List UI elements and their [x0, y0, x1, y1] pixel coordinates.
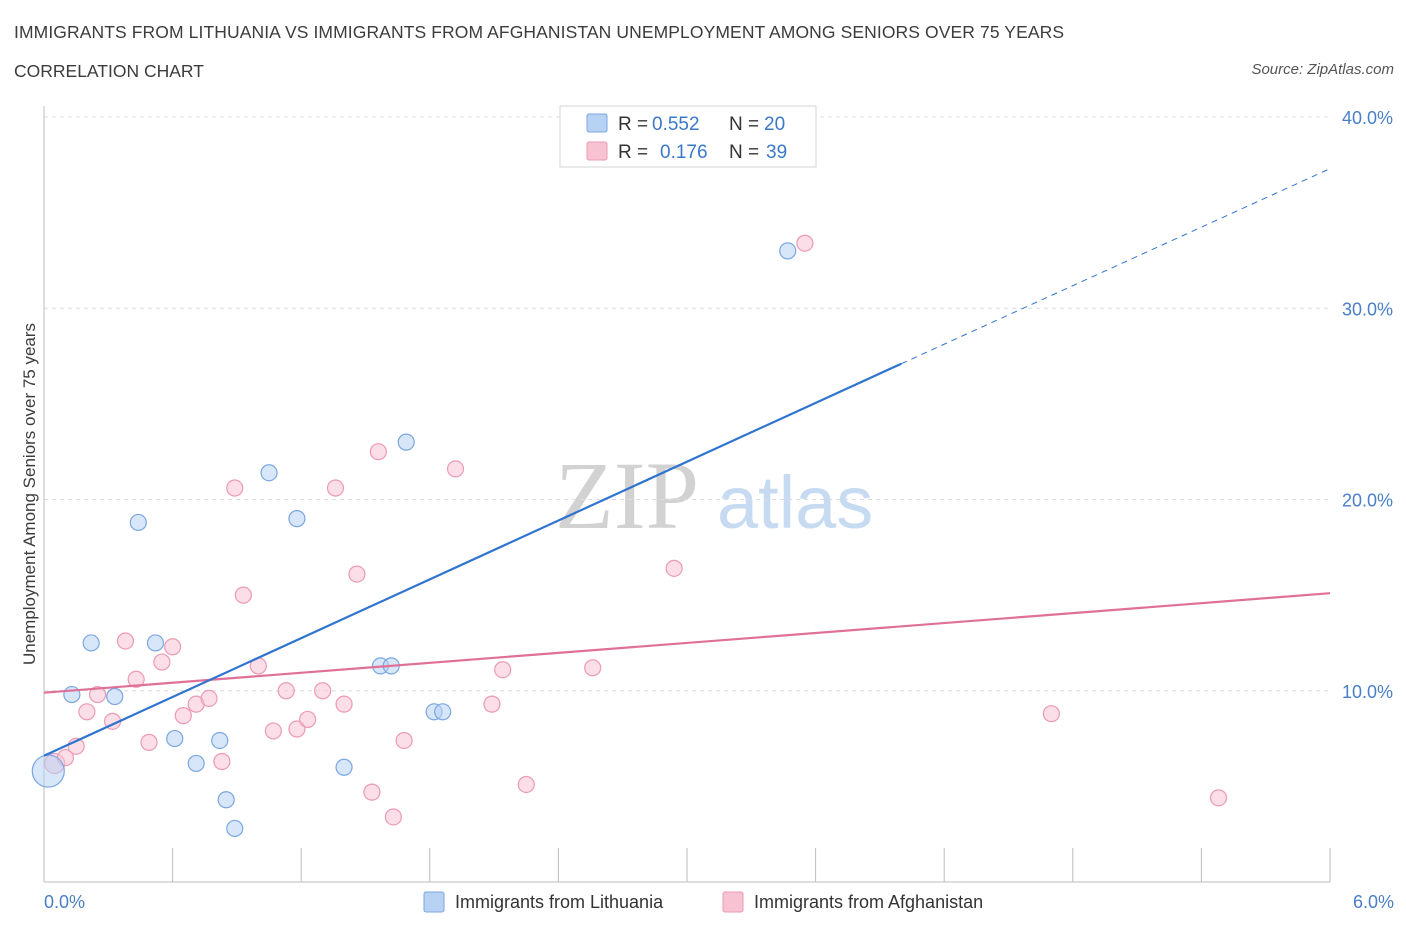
afghanistan-point-3: [78, 703, 96, 721]
legend-r-value-afghanistan: 0.176: [660, 142, 708, 163]
bottom-legend-label-lithuania: Immigrants from Lithuania: [455, 892, 664, 912]
afghanistan-point-16: [234, 586, 252, 604]
legend-n-value-afghanistan: 39: [766, 142, 787, 163]
afghanistan-point-7: [127, 670, 145, 688]
afghanistan-point-10: [164, 638, 182, 656]
afghanistan-point-11: [174, 707, 192, 725]
lithuania-point-6: [166, 729, 184, 748]
watermark: ZIP atlas: [555, 442, 873, 549]
legend-r-label-afghanistan: R =: [618, 142, 648, 163]
afghanistan-point-29: [395, 731, 413, 750]
gridlines: [44, 116, 1330, 692]
afghanistan-point-35: [665, 559, 683, 577]
legend-r-value-lithuania: 0.552: [652, 114, 700, 135]
legend-top: R = 0.552 N = 20 R = 0.176 N = 39: [559, 105, 817, 168]
afghanistan-point-6: [116, 632, 135, 650]
afghanistan-point-31: [483, 695, 501, 713]
lithuania-point-12: [288, 510, 306, 528]
y-tick-label-40: 40.0%: [1342, 108, 1393, 128]
lithuania-point-9: [217, 791, 235, 809]
afghanistan-point-37: [1042, 705, 1060, 723]
lithuania-points: [31, 242, 797, 838]
afghanistan-point-9: [153, 653, 171, 671]
y-tick-label-30: 30.0%: [1342, 299, 1393, 319]
lithuania-point-0: [31, 754, 65, 788]
lithuania-point-11: [260, 464, 278, 482]
trend-lines: [43, 168, 1331, 757]
lithuania-trend-line: [43, 362, 902, 757]
bottom-legend-swatch-lithuania: [423, 891, 445, 913]
afghanistan-point-4: [88, 685, 107, 704]
legend-swatch-lithuania: [586, 113, 608, 133]
lithuania-point-3: [106, 687, 124, 706]
legend-r-label-lithuania: R =: [618, 114, 648, 135]
x-tick-label-end: 6.0%: [1353, 892, 1394, 912]
legend-swatch-afghanistan: [586, 141, 608, 161]
afghanistan-point-33: [517, 775, 535, 794]
chart-subtitle: CORRELATION CHART: [14, 61, 204, 81]
y-tick-label-20: 20.0%: [1342, 491, 1393, 511]
afghanistan-point-34: [584, 659, 602, 677]
y-axis-label: Unemployment Among Seniors over 75 years: [20, 323, 39, 665]
afghanistan-point-8: [140, 733, 158, 751]
afghanistan-point-18: [264, 722, 282, 740]
bottom-legend-label-afghanistan: Immigrants from Afghanistan: [754, 892, 983, 912]
afghanistan-point-36: [796, 234, 814, 252]
afghanistan-point-28: [384, 808, 402, 826]
lithuania-point-10: [226, 819, 244, 838]
afghanistan-point-25: [348, 565, 366, 583]
legend-n-label-lithuania: N =: [729, 114, 759, 135]
afghanistan-point-26: [363, 783, 381, 801]
afghanistan-point-32: [494, 661, 512, 679]
legend-bottom: Immigrants from Lithuania Immigrants fro…: [423, 891, 983, 913]
lithuania-point-19: [779, 242, 797, 260]
watermark-atlas: atlas: [717, 461, 873, 544]
afghanistan-point-24: [335, 695, 353, 713]
afghanistan-point-30: [446, 460, 465, 478]
lithuania-trend-extension: [901, 168, 1331, 365]
lithuania-point-7: [187, 754, 205, 773]
afghanistan-points: [44, 234, 1228, 826]
lithuania-point-8: [211, 731, 229, 750]
lithuania-point-5: [146, 634, 165, 652]
afghanistan-point-13: [200, 689, 218, 708]
watermark-zip: ZIP: [555, 442, 699, 549]
afghanistan-point-15: [226, 479, 244, 497]
afghanistan-point-38: [1209, 789, 1228, 807]
legend-n-label-afghanistan: N =: [729, 142, 759, 163]
y-tick-label-10: 10.0%: [1342, 682, 1393, 702]
lithuania-point-4: [129, 513, 147, 532]
bottom-legend-swatch-afghanistan: [722, 891, 744, 913]
afghanistan-point-21: [299, 710, 317, 729]
x-ticks: [43, 848, 1331, 882]
afghanistan-point-22: [314, 682, 332, 700]
lithuania-point-13: [335, 758, 353, 776]
x-tick-label-start: 0.0%: [44, 892, 85, 912]
source-credit: Source: ZipAtlas.com: [1251, 61, 1394, 78]
lithuania-point-2: [82, 634, 100, 652]
lithuania-point-16: [397, 433, 415, 451]
afghanistan-point-14: [213, 752, 231, 771]
afghanistan-point-20: [288, 720, 306, 738]
afghanistan-point-19: [277, 682, 295, 700]
lithuania-point-18: [434, 703, 452, 721]
afghanistan-point-23: [326, 479, 345, 497]
afghanistan-trend-line: [43, 592, 1331, 694]
y-tick-labels: 10.0% 20.0% 30.0% 40.0%: [1342, 108, 1393, 702]
chart-title: IMMIGRANTS FROM LITHUANIA VS IMMIGRANTS …: [14, 22, 1065, 42]
afghanistan-point-27: [369, 443, 387, 461]
legend-n-value-lithuania: 20: [764, 114, 785, 135]
